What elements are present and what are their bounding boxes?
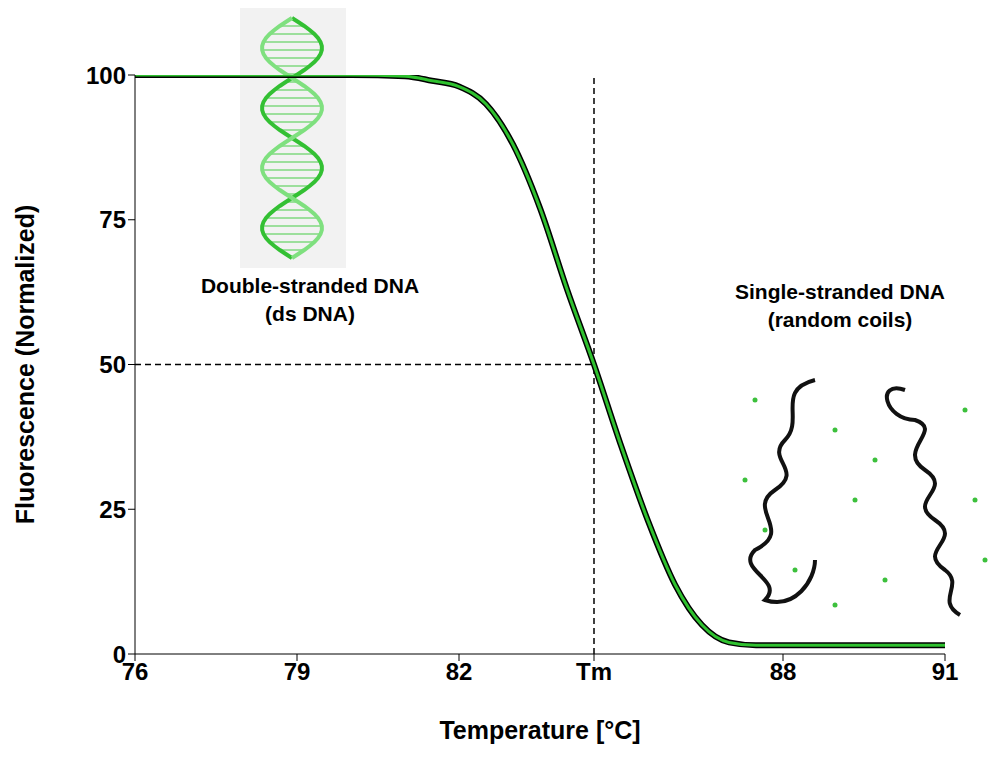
svg-text:Temperature [°C]: Temperature [°C] bbox=[439, 716, 640, 744]
html-text:(random coils): (random coils) bbox=[767, 308, 913, 331]
svg-text:Fluorescence (Normalized): Fluorescence (Normalized) bbox=[11, 205, 39, 525]
svg-text:25: 25 bbox=[99, 496, 126, 523]
svg-text:91: 91 bbox=[932, 658, 959, 685]
svg-text:0: 0 bbox=[113, 641, 126, 668]
svg-text:Tm: Tm bbox=[576, 658, 612, 685]
html-text:(ds DNA): (ds DNA) bbox=[265, 302, 355, 325]
svg-text:100: 100 bbox=[86, 62, 126, 89]
html-text:Single-stranded DNA: Single-stranded DNA bbox=[735, 280, 945, 303]
svg-text:79: 79 bbox=[284, 658, 311, 685]
svg-text:82: 82 bbox=[446, 658, 473, 685]
svg-text:76: 76 bbox=[121, 658, 149, 685]
svg-text:75: 75 bbox=[99, 206, 126, 233]
svg-text:88: 88 bbox=[770, 658, 797, 685]
svg-text:50: 50 bbox=[99, 351, 126, 378]
html-text:Double-stranded DNA: Double-stranded DNA bbox=[200, 274, 420, 297]
